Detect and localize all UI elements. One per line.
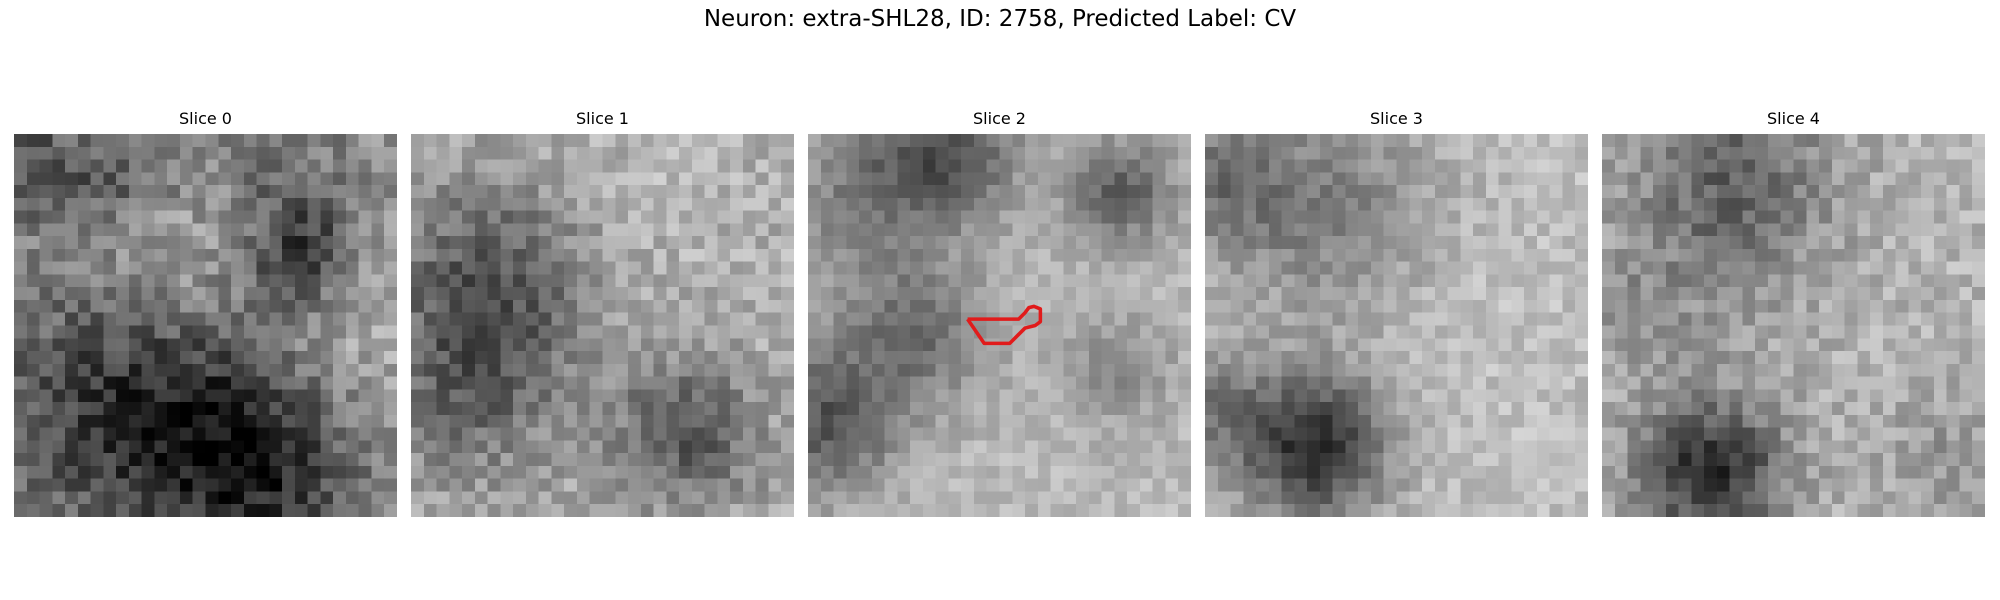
slice-title-4: Slice 4	[1767, 109, 1820, 128]
slice-panel-0: Slice 0	[14, 108, 397, 517]
slice-panel-1: Slice 1	[411, 108, 794, 517]
slice-image-0	[14, 134, 397, 517]
roi-outline	[966, 304, 1043, 346]
slice-image-3	[1205, 134, 1588, 517]
slice-title-0: Slice 0	[179, 109, 232, 128]
slice-panel-4: Slice 4	[1602, 108, 1985, 517]
slice-panel-3: Slice 3	[1205, 108, 1588, 517]
slice-image-1	[411, 134, 794, 517]
slice-panel-2: Slice 2	[808, 108, 1191, 517]
slice-title-2: Slice 2	[973, 109, 1026, 128]
figure-title: Neuron: extra-SHL28, ID: 2758, Predicted…	[703, 6, 1297, 32]
slice-title-3: Slice 3	[1370, 109, 1423, 128]
slice-image-2	[808, 134, 1191, 517]
slice-image-4	[1602, 134, 1985, 517]
slice-title-1: Slice 1	[576, 109, 629, 128]
